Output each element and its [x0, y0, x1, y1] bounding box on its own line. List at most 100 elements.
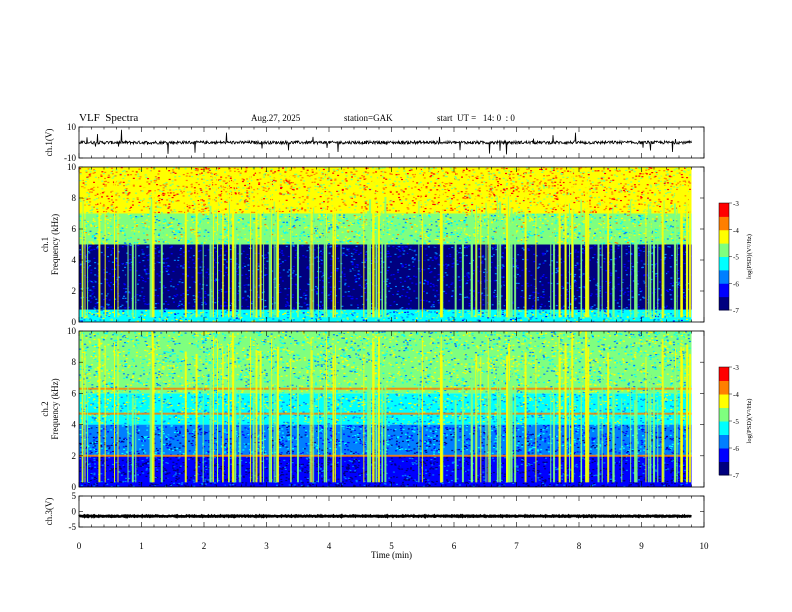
spectrogram-cell — [425, 245, 427, 246]
spectrogram-cell — [272, 318, 274, 319]
spectrogram-cell — [245, 271, 247, 272]
spectrogram-cell — [555, 272, 557, 273]
spectrogram-cell — [627, 288, 629, 289]
spectrogram-cell — [207, 300, 209, 301]
spectrogram-cell — [522, 278, 524, 279]
spectrogram-cell — [351, 256, 353, 257]
spectrogram-cell — [350, 246, 352, 247]
spectrogram-cell — [499, 320, 501, 321]
spectrogram-cell — [393, 256, 395, 257]
spectrogram-cell — [434, 282, 436, 283]
spectrogram-cell — [591, 296, 593, 297]
spectrogram-cell — [430, 260, 432, 261]
spectrogram-cell — [320, 311, 322, 312]
spectrogram-cell — [343, 318, 345, 319]
spectrogram-cell — [426, 310, 428, 311]
spectrogram-cell — [159, 319, 161, 320]
spectrogram-cell — [188, 320, 190, 321]
spectrogram-cell — [665, 296, 667, 297]
spectrogram-cell — [177, 278, 179, 279]
spectrogram-cell — [129, 292, 131, 293]
spectrogram-cell — [189, 262, 191, 263]
spectrogram-cell — [236, 317, 238, 318]
spectrogram-cell — [110, 254, 112, 255]
spectrogram-cell — [542, 257, 544, 258]
spectrogram-cell — [314, 281, 316, 282]
spectrogram-cell — [205, 260, 207, 261]
spectrogram-cell — [387, 251, 389, 252]
spectrogram-cell — [322, 284, 324, 285]
spectrogram-cell — [589, 280, 591, 281]
spectrogram-cell — [590, 250, 592, 251]
spectrogram-cell — [402, 286, 404, 287]
spectrogram-cell — [115, 250, 117, 251]
spectrogram-cell — [431, 297, 433, 298]
spectrogram-cell — [670, 279, 672, 280]
spectrogram-cell — [624, 285, 626, 286]
spectrogram-cell — [122, 311, 124, 312]
spectrogram-cell — [625, 286, 627, 287]
spectrogram-cell — [655, 276, 657, 277]
spectrogram-cell — [191, 315, 193, 316]
spectrogram-cell — [437, 315, 439, 316]
spectrogram-cell — [393, 274, 395, 275]
spectrogram-cell — [142, 297, 144, 298]
spectrogram-cell — [626, 249, 628, 250]
spectrogram-cell — [108, 284, 110, 285]
spectrogram-cell — [426, 255, 428, 256]
spectrogram-cell — [577, 256, 579, 257]
spectrogram-cell — [473, 249, 475, 250]
spectrogram-cell — [200, 312, 202, 313]
spectrogram-cell — [158, 255, 160, 256]
spectrogram-cell — [434, 311, 436, 312]
spectrogram-cell — [393, 288, 395, 289]
spectrogram-cell — [660, 314, 662, 315]
spectrogram-cell — [617, 248, 619, 249]
spectrogram-cell — [426, 287, 428, 288]
spectrogram-cell — [102, 318, 104, 319]
spectrogram-cell — [666, 316, 668, 317]
spectrogram-cell — [394, 278, 396, 279]
spectrogram-cell — [543, 266, 545, 267]
spectrogram-cell — [526, 310, 528, 311]
spectrogram-cell — [315, 312, 317, 313]
spectrogram-cell — [218, 290, 220, 291]
spectrogram-cell — [675, 318, 677, 319]
spectrogram-cell — [146, 304, 148, 305]
spectrogram-cell — [102, 258, 104, 259]
spectrogram-cell — [575, 281, 577, 282]
spectrogram-cell — [189, 257, 191, 258]
spectrogram-cell — [218, 270, 220, 271]
spectrogram-cell — [344, 302, 346, 303]
spectrogram-cell — [641, 277, 643, 278]
spectrogram-cell — [388, 246, 390, 247]
spectrogram-cell — [583, 313, 585, 314]
spectrogram-cell — [247, 248, 249, 249]
spectrogram-cell — [190, 246, 192, 247]
spectrogram-cell — [579, 287, 581, 288]
spectrogram-cell — [482, 316, 484, 317]
spectrogram-cell — [452, 253, 454, 254]
spectrogram-cell — [407, 280, 409, 281]
spectrogram-cell — [658, 271, 660, 272]
spectrogram-cell — [465, 314, 467, 315]
spectrogram-cell — [453, 273, 455, 274]
spectrogram-cell — [215, 290, 217, 291]
spectrogram-cell — [302, 308, 304, 309]
spectrogram-cell — [540, 314, 542, 315]
spectrogram-cell — [388, 265, 390, 266]
spectrogram-cell — [179, 283, 181, 284]
spectrogram-cell — [88, 247, 90, 248]
spectrogram-cell — [337, 319, 339, 320]
spectrogram-cell — [468, 313, 470, 314]
spectrogram-cell — [136, 311, 138, 312]
spectrogram-cell — [468, 277, 470, 278]
spectrogram-cell — [425, 266, 427, 267]
spectrogram-cell — [106, 312, 108, 313]
spectrogram-cell — [411, 258, 413, 259]
spectrogram-cell — [141, 291, 143, 292]
spectrogram-cell — [406, 292, 408, 293]
spectrogram-cell — [167, 304, 169, 305]
spectrogram-cell — [409, 249, 411, 250]
spectrogram-cell — [494, 320, 496, 321]
